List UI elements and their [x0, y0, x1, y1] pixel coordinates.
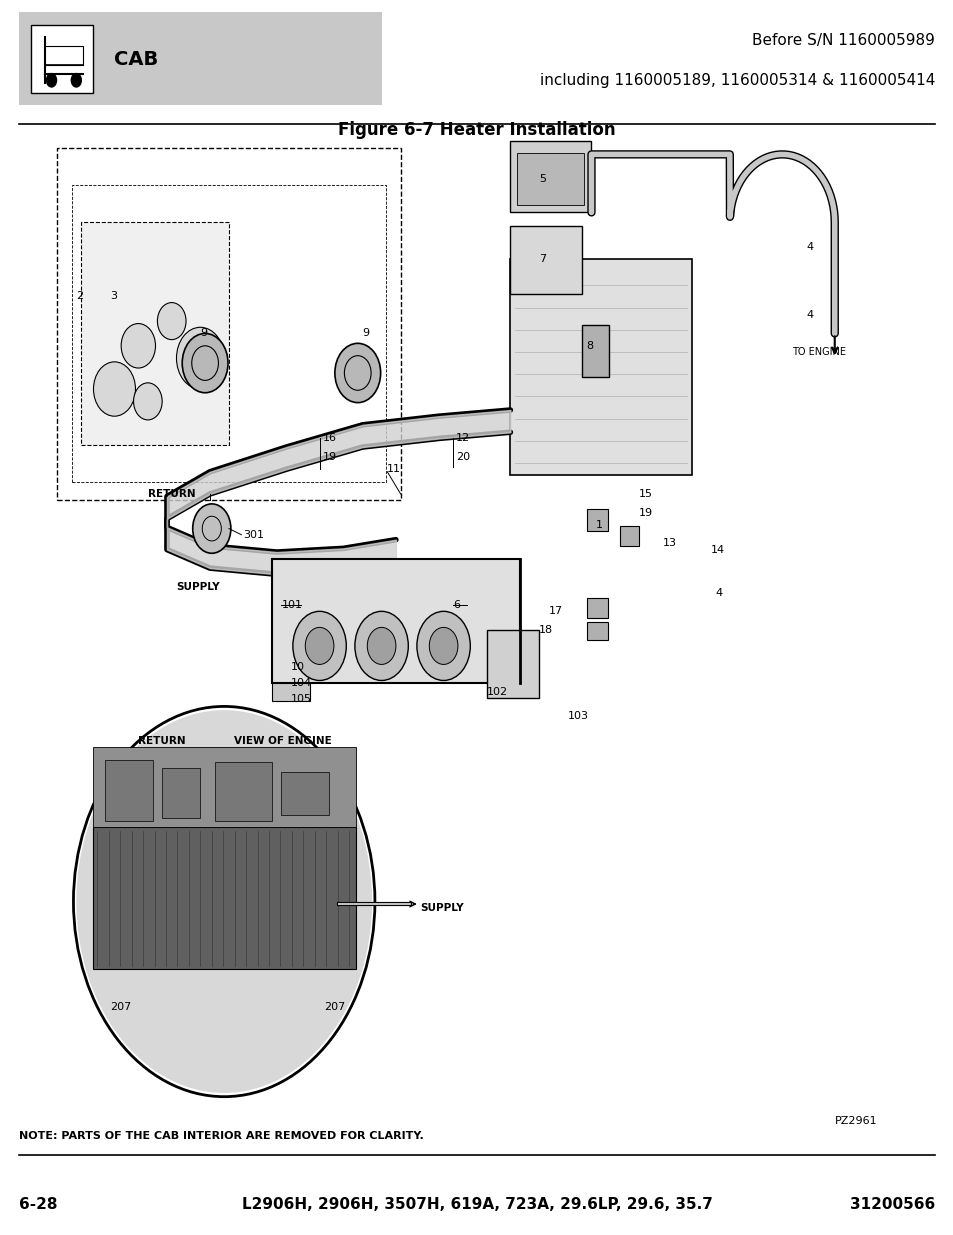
- Text: 103: 103: [567, 711, 588, 721]
- Text: including 1160005189, 1160005314 & 1160005414: including 1160005189, 1160005314 & 11600…: [539, 73, 934, 88]
- Text: 207: 207: [110, 1002, 131, 1011]
- Text: 1: 1: [596, 520, 602, 530]
- Text: PZ2961: PZ2961: [834, 1116, 877, 1126]
- Bar: [272, 683, 310, 701]
- Text: 18: 18: [538, 625, 553, 635]
- Text: NOTE: PARTS OF THE CAB INTERIOR ARE REMOVED FOR CLARITY.: NOTE: PARTS OF THE CAB INTERIOR ARE REMO…: [19, 1131, 423, 1141]
- Circle shape: [416, 611, 470, 680]
- Text: SUPPLY: SUPPLY: [176, 582, 220, 592]
- Text: 5: 5: [538, 174, 545, 184]
- Text: 6: 6: [453, 600, 459, 610]
- Bar: [81, 222, 229, 445]
- Text: 4: 4: [805, 310, 812, 320]
- Circle shape: [367, 627, 395, 664]
- Circle shape: [305, 627, 334, 664]
- Text: 102: 102: [486, 687, 507, 697]
- Text: 15: 15: [639, 489, 653, 499]
- Text: 2: 2: [76, 291, 83, 301]
- Circle shape: [71, 73, 82, 88]
- Circle shape: [73, 706, 375, 1097]
- Bar: [586, 598, 607, 618]
- Bar: [93, 827, 355, 969]
- Text: 19: 19: [322, 452, 336, 462]
- Circle shape: [182, 333, 228, 393]
- Text: VIEW OF ENGINE: VIEW OF ENGINE: [233, 736, 331, 746]
- Text: 10: 10: [291, 662, 305, 672]
- FancyBboxPatch shape: [19, 12, 381, 105]
- Bar: [586, 622, 607, 640]
- Bar: [510, 141, 591, 212]
- Text: CAB: CAB: [114, 49, 158, 69]
- Text: 101: 101: [281, 600, 302, 610]
- Text: 4: 4: [805, 242, 812, 252]
- Text: L2906H, 2906H, 3507H, 619A, 723A, 29.6LP, 29.6, 35.7: L2906H, 2906H, 3507H, 619A, 723A, 29.6LP…: [241, 1197, 712, 1212]
- Text: 4: 4: [715, 588, 721, 598]
- Circle shape: [355, 611, 408, 680]
- Bar: [586, 509, 607, 531]
- Text: 3: 3: [110, 291, 116, 301]
- Text: Figure 6-7 Heater Installation: Figure 6-7 Heater Installation: [337, 121, 616, 140]
- Bar: [93, 747, 355, 827]
- Bar: [486, 630, 538, 698]
- Circle shape: [193, 504, 231, 553]
- Circle shape: [157, 303, 186, 340]
- Text: 12: 12: [456, 433, 470, 443]
- Bar: [162, 768, 200, 818]
- Text: 7: 7: [538, 254, 545, 264]
- Circle shape: [429, 627, 457, 664]
- Bar: [581, 325, 608, 377]
- Text: 13: 13: [662, 538, 677, 548]
- Circle shape: [76, 710, 372, 1093]
- Bar: [281, 772, 329, 815]
- Text: RETURN: RETURN: [138, 736, 186, 746]
- Text: 11: 11: [386, 464, 400, 474]
- Text: 16: 16: [322, 433, 336, 443]
- Text: 207: 207: [324, 1002, 345, 1011]
- Circle shape: [133, 383, 162, 420]
- Circle shape: [335, 343, 380, 403]
- Text: 19: 19: [639, 508, 653, 517]
- Text: RETURN: RETURN: [148, 489, 195, 499]
- Text: SUPPLY: SUPPLY: [419, 903, 463, 913]
- Text: 9: 9: [362, 329, 369, 338]
- Bar: [619, 526, 639, 546]
- Text: 20: 20: [456, 452, 470, 462]
- Bar: [105, 760, 152, 821]
- Text: 301: 301: [243, 530, 264, 540]
- Text: Before S/N 1160005989: Before S/N 1160005989: [751, 33, 934, 48]
- Circle shape: [93, 362, 135, 416]
- Bar: [510, 259, 691, 475]
- Circle shape: [46, 73, 57, 88]
- Circle shape: [176, 327, 224, 389]
- Text: 31200566: 31200566: [849, 1197, 934, 1212]
- Bar: [517, 153, 583, 205]
- Circle shape: [121, 324, 155, 368]
- Text: 104: 104: [291, 678, 312, 688]
- Bar: [214, 762, 272, 821]
- Text: 105: 105: [291, 694, 312, 704]
- Text: 17: 17: [548, 606, 562, 616]
- Text: 6-28: 6-28: [19, 1197, 57, 1212]
- Text: TO ENGINE: TO ENGINE: [791, 347, 845, 357]
- Circle shape: [293, 611, 346, 680]
- Text: 8: 8: [586, 341, 593, 351]
- Bar: [30, 25, 92, 93]
- Text: 14: 14: [710, 545, 724, 555]
- Text: 9: 9: [200, 329, 207, 338]
- Bar: [510, 226, 581, 294]
- Bar: [272, 559, 519, 683]
